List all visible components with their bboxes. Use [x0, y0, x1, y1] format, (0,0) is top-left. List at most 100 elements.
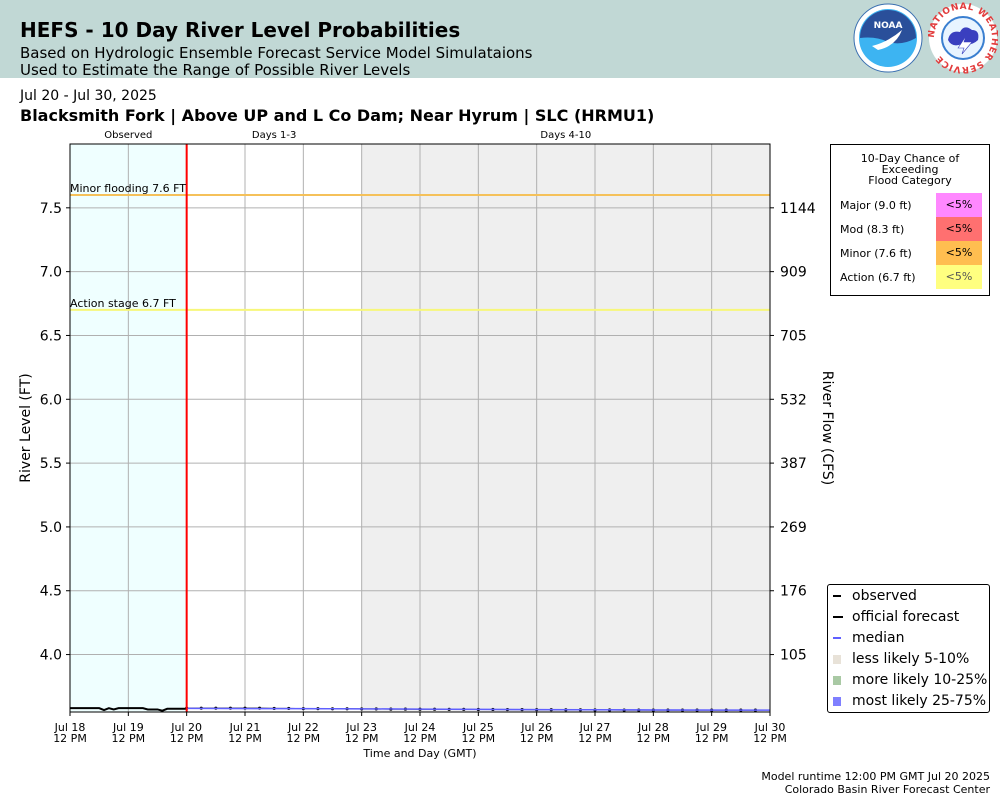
legend-item-more-likely: more likely 10-25% — [828, 670, 989, 691]
y2-tick-label: 705 — [780, 328, 807, 344]
probability-row-minor: Minor (7.6 ft) <5% — [831, 241, 989, 265]
x-tick-label: 12 PM — [287, 732, 321, 745]
y2-tick-label: 1144 — [780, 201, 816, 217]
y2-axis-title: River Flow (CFS) — [819, 371, 835, 486]
probability-row-major: Major (9.0 ft) <5% — [831, 193, 989, 217]
y-axis-title: River Level (FT) — [18, 373, 34, 482]
y2-tick-label: 269 — [780, 520, 807, 536]
probability-row-value: <5% — [936, 217, 982, 241]
forecast-center: Colorado Basin River Forecast Center — [784, 783, 990, 796]
legend-swatch — [833, 676, 841, 685]
page-title: HEFS - 10 Day River Level Probabilities — [20, 18, 461, 42]
date-range: Jul 20 - Jul 30, 2025 — [20, 88, 157, 104]
x-tick-label: Jul 18 — [54, 721, 86, 734]
page-subtitle: Based on Hydrologic Ensemble Forecast Se… — [20, 44, 533, 62]
probability-row-moderate: Mod (8.3 ft) <5% — [831, 217, 989, 241]
x-tick-label: Jul 29 — [695, 721, 727, 734]
probability-table-title-line: 10-Day Chance of — [860, 152, 960, 165]
y-tick-label: 6.0 — [40, 392, 62, 408]
x-tick-label: Jul 30 — [754, 721, 786, 734]
y-tick-label: 5.0 — [40, 520, 62, 536]
legend-swatch — [833, 655, 841, 664]
plot-frame — [69, 143, 771, 713]
legend-item-observed: observed — [828, 586, 989, 607]
median-line — [186, 707, 771, 711]
legend-item-median: median — [828, 628, 989, 649]
y-tick-label: 7.0 — [40, 265, 62, 281]
legend-line-marker — [833, 637, 841, 639]
legend-label: most likely 25-75% — [852, 693, 987, 709]
noaa-logo: NOAA — [853, 3, 923, 73]
y2-tick-label: 176 — [780, 584, 807, 600]
probability-table-title-line: Flood Category — [868, 174, 952, 187]
legend-item-less-likely: less likely 5-10% — [828, 649, 989, 670]
period-backgrounds — [70, 144, 770, 712]
page-subtitle-secondary: Used to Estimate the Range of Possible R… — [20, 61, 411, 79]
probability-row-label: Major (9.0 ft) — [840, 199, 912, 212]
model-runtime: Model runtime 12:00 PM GMT Jul 20 2025 — [761, 770, 990, 783]
x-tick-label: Jul 23 — [345, 721, 377, 734]
header-banner: HEFS - 10 Day River Level Probabilities … — [0, 0, 1000, 79]
y2-tick-label: 105 — [780, 648, 807, 664]
chart-legend: observed official forecast median less l… — [827, 584, 990, 713]
probability-row-action: Action (6.7 ft) <5% — [831, 265, 989, 289]
x-tick-label: 12 PM — [403, 732, 437, 745]
probability-row-label: Action (6.7 ft) — [840, 271, 916, 284]
grid-lines — [69, 144, 771, 712]
chart-title: Blacksmith Fork | Above UP and L Co Dam;… — [20, 106, 655, 125]
legend-label: less likely 5-10% — [852, 651, 970, 667]
y-tick-label: 7.5 — [40, 201, 62, 217]
y-tick-label: 6.5 — [40, 328, 62, 344]
period-label: Observed — [104, 130, 152, 141]
legend-label: official forecast — [852, 609, 960, 625]
x-tick-label: 12 PM — [112, 732, 146, 745]
probability-table-title-line: Exceeding — [881, 163, 939, 176]
x-tick-label: 12 PM — [345, 732, 379, 745]
x-tick-label: 12 PM — [53, 732, 87, 745]
legend-arrow-marker — [833, 616, 841, 618]
probability-row-label: Minor (7.6 ft) — [840, 247, 912, 260]
x-tick-label: Jul 26 — [520, 721, 552, 734]
legend-item-most-likely: most likely 25-75% — [828, 691, 989, 712]
x-tick-label: Jul 27 — [579, 721, 611, 734]
y2-tick-label: 387 — [780, 456, 807, 472]
x-tick-label: 12 PM — [228, 732, 262, 745]
x-tick-label: Jul 25 — [462, 721, 494, 734]
probability-row-value: <5% — [936, 193, 982, 217]
probability-row-value: <5% — [936, 265, 982, 289]
y2-tick-label: 532 — [780, 392, 807, 408]
y-tick-label: 4.5 — [40, 584, 62, 600]
x-tick-label: Jul 19 — [112, 721, 144, 734]
chart-axes — [66, 143, 774, 716]
noaa-logo-text: NOAA — [874, 21, 903, 31]
probability-row-label: Mod (8.3 ft) — [840, 223, 905, 236]
x-tick-label: Jul 24 — [404, 721, 436, 734]
x-tick-label: 12 PM — [695, 732, 729, 745]
x-tick-label: 12 PM — [637, 732, 671, 745]
legend-label: median — [852, 630, 905, 646]
legend-swatch — [833, 697, 841, 706]
threshold-label: Minor flooding 7.6 FT — [70, 182, 186, 195]
x-tick-label: 12 PM — [170, 732, 204, 745]
legend-line-marker — [833, 595, 841, 597]
x-tick-label: 12 PM — [578, 732, 612, 745]
legend-label: more likely 10-25% — [852, 672, 988, 688]
legend-label: observed — [852, 588, 917, 604]
x-tick-label: Jul 20 — [170, 721, 202, 734]
legend-item-official-forecast: official forecast — [828, 607, 989, 628]
y2-tick-label: 909 — [780, 265, 807, 281]
threshold-label: Action stage 6.7 FT — [70, 297, 176, 310]
period-background — [186, 144, 362, 712]
x-axis-title: Time and Day (GMT) — [362, 747, 476, 760]
x-tick-label: 12 PM — [462, 732, 496, 745]
probability-table-title: 10-Day Chance of Exceeding Flood Categor… — [831, 153, 989, 186]
x-tick-label: 12 PM — [753, 732, 787, 745]
period-label: Days 4-10 — [540, 130, 591, 141]
x-tick-label: Jul 28 — [637, 721, 669, 734]
x-tick-label: Jul 21 — [229, 721, 261, 734]
x-tick-label: Jul 22 — [287, 721, 319, 734]
probability-row-value: <5% — [936, 241, 982, 265]
y-tick-label: 4.0 — [40, 648, 62, 664]
